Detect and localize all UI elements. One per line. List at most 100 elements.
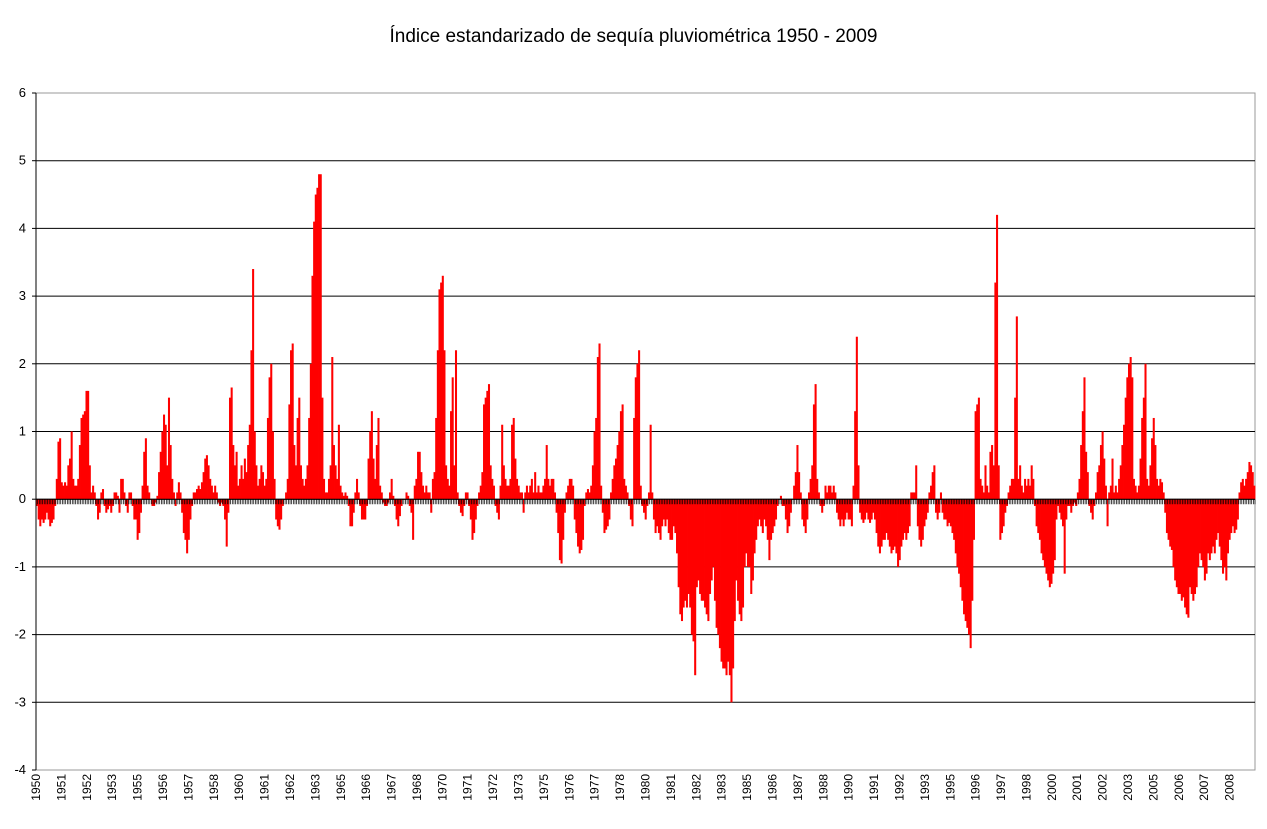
bar	[1005, 499, 1008, 506]
bar	[196, 489, 199, 500]
bar	[258, 478, 261, 500]
bar	[1147, 485, 1150, 500]
bar	[826, 492, 829, 500]
bar	[943, 499, 946, 520]
bar	[1118, 478, 1121, 500]
bar	[553, 492, 557, 500]
bar	[931, 472, 934, 500]
bar	[755, 499, 758, 540]
bar	[902, 499, 905, 540]
bar	[392, 495, 395, 500]
bar	[108, 499, 111, 506]
bar	[68, 458, 72, 500]
bar	[614, 458, 618, 500]
bar	[601, 499, 604, 513]
bar	[920, 499, 923, 547]
bar	[186, 499, 189, 554]
bar	[1035, 499, 1038, 527]
bar	[126, 499, 129, 513]
bar	[357, 492, 360, 500]
bar	[299, 465, 302, 500]
bar	[187, 499, 190, 540]
bar	[450, 411, 453, 500]
bar	[454, 350, 458, 500]
bar	[1162, 492, 1165, 500]
bar	[596, 357, 599, 500]
bar	[619, 411, 622, 500]
bar	[567, 485, 570, 500]
bar	[568, 478, 571, 500]
bar	[1024, 478, 1027, 500]
bar	[903, 499, 906, 534]
bar	[364, 499, 367, 520]
bar	[1106, 499, 1109, 527]
bar	[704, 499, 707, 608]
bar	[87, 390, 90, 500]
bar	[268, 377, 271, 500]
bar	[136, 499, 139, 540]
x-tick-label: 1956	[156, 774, 170, 801]
x-tick-label: 1955	[131, 774, 145, 801]
bar	[316, 187, 319, 500]
bar	[1096, 472, 1099, 500]
bar	[535, 492, 538, 500]
bar	[588, 492, 591, 500]
bar	[463, 499, 466, 506]
bar	[765, 499, 768, 527]
bar	[631, 499, 634, 527]
bar	[222, 499, 225, 506]
x-tick-labels: 1950 1951 1952 1953 1955 1956 1957 1958 1960 1961…	[29, 774, 1237, 801]
bar	[1203, 499, 1206, 581]
bar	[1184, 499, 1187, 608]
bar	[130, 492, 133, 500]
bar	[806, 499, 809, 520]
bar	[293, 445, 296, 500]
bar	[1078, 478, 1081, 500]
bar	[634, 377, 637, 500]
bar	[862, 499, 865, 523]
x-tick-label: 1965	[334, 774, 348, 801]
bar	[497, 499, 500, 520]
bar	[733, 499, 736, 622]
bar	[163, 414, 166, 500]
bar	[1190, 499, 1193, 594]
bar	[847, 499, 850, 520]
bar	[1246, 472, 1249, 500]
bar	[405, 492, 408, 500]
bar	[976, 404, 979, 500]
bar	[1205, 499, 1208, 574]
bar	[323, 478, 326, 500]
bar	[936, 499, 939, 520]
bar	[829, 485, 832, 500]
x-tick-label: 1951	[54, 774, 68, 801]
bar	[1182, 499, 1185, 598]
bar	[1202, 499, 1205, 567]
bar	[1060, 499, 1063, 520]
bar	[431, 478, 434, 500]
bar	[369, 431, 372, 500]
bar	[1108, 492, 1111, 500]
bar	[1189, 499, 1192, 588]
bar	[499, 485, 502, 500]
x-tick-label: 2006	[1172, 774, 1186, 801]
x-tick-label: 2002	[1096, 774, 1110, 801]
bar	[628, 499, 631, 506]
bar	[992, 465, 995, 500]
bar	[1094, 492, 1098, 500]
bar	[111, 499, 114, 506]
bar	[1091, 499, 1094, 520]
bar	[1047, 499, 1050, 581]
bar	[250, 350, 253, 500]
bar	[421, 485, 425, 500]
bar	[784, 499, 787, 520]
bar	[636, 363, 639, 500]
bar	[1022, 492, 1025, 500]
bar	[261, 472, 265, 500]
bar	[224, 499, 227, 520]
bar	[478, 492, 481, 500]
bar	[748, 499, 751, 567]
bar	[966, 499, 969, 628]
bar	[1057, 499, 1060, 506]
bar	[255, 465, 258, 500]
